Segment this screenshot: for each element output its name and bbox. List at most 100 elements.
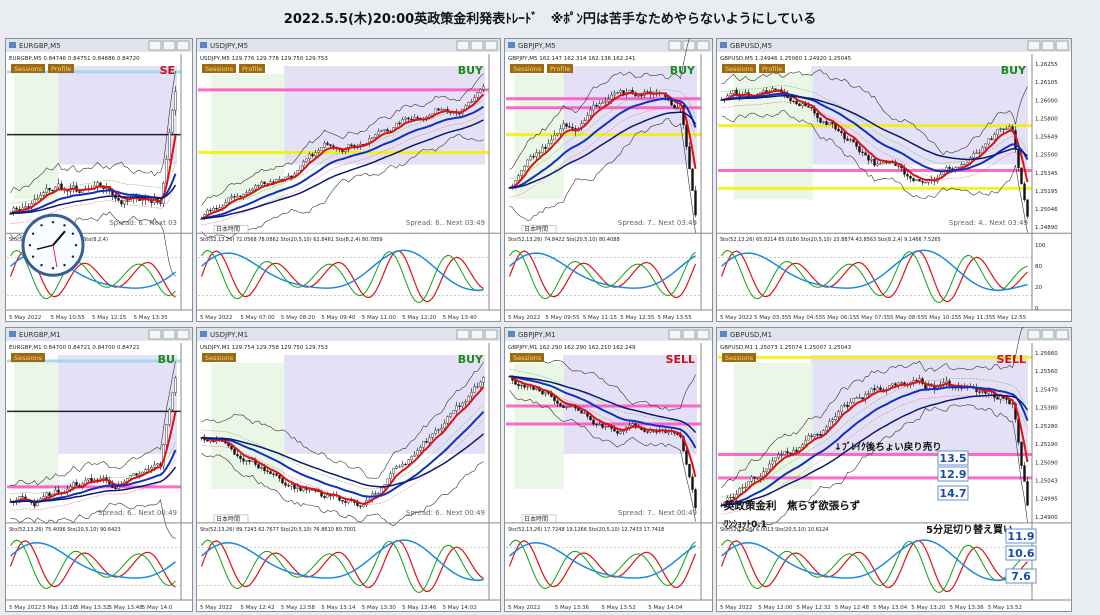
time-label: 5 May 13:46 [402, 605, 437, 611]
window-button[interactable] [668, 40, 682, 51]
candle-body [159, 202, 162, 204]
window-button[interactable] [162, 40, 176, 51]
candle-body [138, 473, 141, 476]
toggle-bg[interactable] [202, 353, 236, 362]
candle-body [616, 92, 619, 94]
candle-body [57, 183, 60, 188]
window-button[interactable] [148, 40, 162, 51]
window-button[interactable] [668, 329, 682, 340]
toggle-button[interactable]: Profile [239, 64, 265, 73]
toggle-label[interactable]: Sessions [513, 65, 542, 73]
candle-body [688, 464, 691, 478]
toggle-label[interactable]: Profile [762, 65, 782, 73]
window-button[interactable] [148, 329, 162, 340]
toggle-button[interactable]: Sessions [202, 64, 236, 73]
window-button[interactable] [1041, 40, 1055, 51]
candle-body [795, 100, 798, 104]
candle-body [915, 179, 918, 182]
band-inner [509, 107, 696, 198]
toggle-label[interactable]: Sessions [205, 354, 234, 362]
candle-body [541, 390, 544, 395]
window-button[interactable] [176, 329, 190, 340]
time-label: 5 May 13:20 [911, 605, 946, 611]
toggle-bg[interactable] [48, 64, 74, 73]
window-button[interactable] [162, 329, 176, 340]
toggle-button[interactable]: Profile [48, 64, 74, 73]
toggle-bg[interactable] [759, 64, 785, 73]
osc-blue [201, 249, 484, 291]
toggle-bg[interactable] [547, 64, 573, 73]
toggle-label[interactable]: Sessions [14, 354, 43, 362]
window-button[interactable] [456, 329, 470, 340]
candle-body [559, 403, 562, 407]
window-button[interactable] [470, 329, 484, 340]
toggle-button[interactable]: Profile [759, 64, 785, 73]
number-label: 12.9 [939, 468, 966, 481]
candle-body [738, 488, 741, 495]
time-label: 5 May 13:52 [988, 605, 1022, 611]
candle-body [834, 416, 837, 420]
candle-body [120, 200, 123, 205]
window-button[interactable] [456, 40, 470, 51]
toggle-label[interactable]: Sessions [725, 65, 754, 73]
window-button[interactable] [1055, 329, 1069, 340]
candle-body [762, 90, 765, 93]
toggle-button[interactable]: Sessions [510, 64, 544, 73]
candle-body [317, 150, 320, 153]
toggle-button[interactable]: Sessions [202, 353, 236, 362]
price-label: 1.25560 [1035, 369, 1058, 375]
window-button[interactable] [1041, 329, 1055, 340]
window-button[interactable] [484, 40, 498, 51]
toggle-label[interactable]: Profile [550, 65, 570, 73]
candle-body [810, 107, 813, 109]
toggle-button[interactable]: Sessions [722, 353, 756, 362]
candle-body [329, 144, 332, 146]
toggle-bg[interactable] [11, 64, 45, 73]
title-icon [200, 331, 207, 337]
toggle-button[interactable]: Sessions [722, 64, 756, 73]
toggle-label[interactable]: Profile [242, 65, 262, 73]
info-line: GBPJPY,M5 162.147 162.314 162.136 162.24… [508, 56, 636, 62]
window-button[interactable] [1055, 40, 1069, 51]
time-label: 5 May 07:35 [856, 315, 891, 321]
toggle-button[interactable]: Sessions [510, 353, 544, 362]
toggle-bg[interactable] [722, 64, 756, 73]
window-button[interactable] [682, 40, 696, 51]
toggle-label[interactable]: Profile [51, 65, 71, 73]
candle-body [924, 182, 927, 184]
candle-body [753, 476, 756, 479]
window-button[interactable] [484, 329, 498, 340]
toggle-bg[interactable] [722, 353, 756, 362]
toggle-button[interactable]: Profile [547, 64, 573, 73]
toggle-label[interactable]: Sessions [725, 354, 754, 362]
candle-body [380, 130, 383, 132]
window-button[interactable] [696, 329, 710, 340]
candle-body [395, 466, 398, 469]
window-title: GBPJPY,M1 [518, 331, 556, 339]
chart-svg: GBPJPY,M1 GBPJPY,M1 162.290 162.290 162.2… [504, 327, 713, 612]
window-button[interactable] [1027, 329, 1041, 340]
indicator-level: 80 [1035, 264, 1042, 270]
toggle-button[interactable]: Sessions [11, 353, 45, 362]
signal: BUY [670, 64, 696, 77]
toggle-bg[interactable] [239, 64, 265, 73]
toggle-bg[interactable] [11, 353, 45, 362]
time-label: 5 May 13:48 [109, 605, 144, 611]
candle-body [598, 103, 601, 107]
toggle-bg[interactable] [202, 64, 236, 73]
candle-body [765, 468, 768, 472]
window-button[interactable] [1027, 40, 1041, 51]
window-button[interactable] [470, 40, 484, 51]
candle-body [960, 164, 963, 168]
candle-body [607, 425, 610, 428]
toggle-bg[interactable] [510, 64, 544, 73]
window-button[interactable] [682, 329, 696, 340]
window-button[interactable] [176, 40, 190, 51]
toggle-label[interactable]: Sessions [205, 65, 234, 73]
toggle-label[interactable]: Sessions [14, 65, 43, 73]
window-button[interactable] [696, 40, 710, 51]
toggle-bg[interactable] [510, 353, 544, 362]
toggle-button[interactable]: Sessions [11, 64, 45, 73]
ma-long [721, 394, 1029, 507]
toggle-label[interactable]: Sessions [513, 354, 542, 362]
